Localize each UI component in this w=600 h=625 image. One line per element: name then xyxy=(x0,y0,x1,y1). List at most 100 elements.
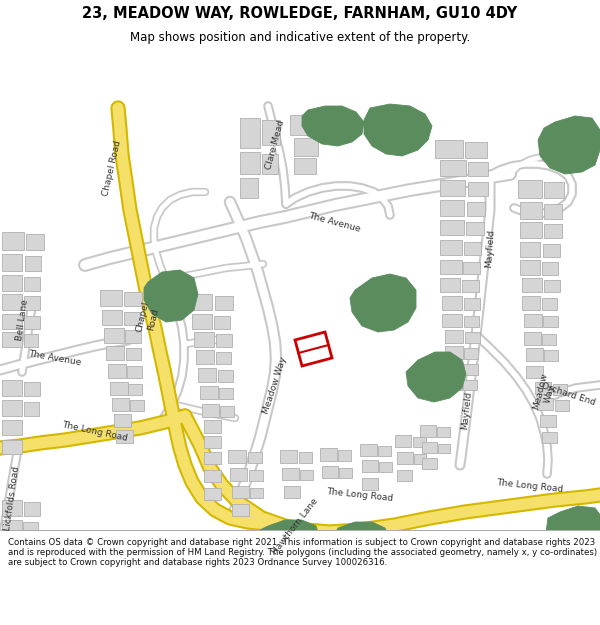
Polygon shape xyxy=(2,254,22,271)
Polygon shape xyxy=(465,332,480,343)
Polygon shape xyxy=(100,290,122,306)
Polygon shape xyxy=(228,450,246,463)
Polygon shape xyxy=(350,274,416,332)
Polygon shape xyxy=(130,400,144,411)
Polygon shape xyxy=(464,242,481,255)
Polygon shape xyxy=(320,448,337,461)
Polygon shape xyxy=(25,256,41,271)
Polygon shape xyxy=(524,332,541,345)
Polygon shape xyxy=(538,116,600,174)
Polygon shape xyxy=(406,352,466,402)
Polygon shape xyxy=(240,118,260,148)
Polygon shape xyxy=(2,400,22,416)
Text: Contains OS data © Crown copyright and database right 2021. This information is : Contains OS data © Crown copyright and d… xyxy=(8,538,597,568)
Polygon shape xyxy=(284,486,300,498)
Polygon shape xyxy=(464,348,478,359)
Polygon shape xyxy=(537,398,553,410)
Polygon shape xyxy=(522,296,540,310)
Polygon shape xyxy=(295,332,332,366)
Polygon shape xyxy=(445,378,462,390)
Polygon shape xyxy=(216,352,231,364)
Polygon shape xyxy=(300,470,313,480)
Polygon shape xyxy=(2,540,20,554)
Polygon shape xyxy=(124,292,142,306)
Polygon shape xyxy=(232,486,249,498)
Polygon shape xyxy=(442,314,462,327)
Polygon shape xyxy=(2,275,22,291)
Polygon shape xyxy=(413,437,426,447)
Polygon shape xyxy=(2,294,22,310)
Polygon shape xyxy=(125,330,141,343)
Polygon shape xyxy=(395,435,411,447)
Text: Mayfield: Mayfield xyxy=(461,391,473,429)
Polygon shape xyxy=(198,368,216,382)
Polygon shape xyxy=(378,446,391,456)
Polygon shape xyxy=(2,420,22,435)
Polygon shape xyxy=(114,414,131,427)
Text: Orchard End: Orchard End xyxy=(540,381,596,407)
Polygon shape xyxy=(420,425,436,437)
Polygon shape xyxy=(535,382,551,394)
Polygon shape xyxy=(249,470,263,481)
Polygon shape xyxy=(339,468,352,478)
Polygon shape xyxy=(2,332,22,347)
Text: The Long Road: The Long Road xyxy=(326,487,394,503)
Polygon shape xyxy=(294,158,316,174)
Polygon shape xyxy=(440,160,466,176)
Polygon shape xyxy=(24,502,40,516)
Polygon shape xyxy=(2,520,22,535)
Polygon shape xyxy=(338,450,351,461)
Polygon shape xyxy=(463,262,480,274)
Text: Clare Mead: Clare Mead xyxy=(264,119,286,171)
Polygon shape xyxy=(543,244,560,257)
Text: Meadow
Way: Meadow Way xyxy=(531,371,559,413)
Polygon shape xyxy=(360,444,377,456)
Polygon shape xyxy=(192,314,212,329)
Polygon shape xyxy=(553,384,567,395)
Polygon shape xyxy=(414,454,426,464)
Polygon shape xyxy=(440,200,464,216)
Polygon shape xyxy=(397,470,412,481)
Polygon shape xyxy=(299,452,312,463)
Polygon shape xyxy=(555,400,569,411)
Polygon shape xyxy=(23,542,37,554)
Text: Chapel Road: Chapel Road xyxy=(101,139,123,197)
Polygon shape xyxy=(330,522,390,560)
Polygon shape xyxy=(215,296,233,310)
Polygon shape xyxy=(322,466,338,478)
Text: The Avenue: The Avenue xyxy=(28,349,82,367)
Polygon shape xyxy=(260,520,320,556)
Polygon shape xyxy=(463,380,477,390)
Polygon shape xyxy=(240,178,258,198)
Polygon shape xyxy=(240,152,260,174)
Polygon shape xyxy=(220,406,234,417)
Polygon shape xyxy=(144,270,198,322)
Polygon shape xyxy=(542,432,557,443)
Polygon shape xyxy=(362,478,378,490)
Polygon shape xyxy=(104,328,124,343)
Polygon shape xyxy=(540,415,556,427)
Polygon shape xyxy=(445,330,463,343)
Polygon shape xyxy=(204,488,221,500)
Polygon shape xyxy=(200,386,218,399)
Polygon shape xyxy=(526,348,543,361)
Polygon shape xyxy=(364,104,432,156)
Polygon shape xyxy=(204,420,221,433)
Polygon shape xyxy=(422,458,437,469)
Polygon shape xyxy=(542,298,557,310)
Polygon shape xyxy=(250,488,263,498)
Polygon shape xyxy=(262,154,278,174)
Polygon shape xyxy=(2,500,22,516)
Polygon shape xyxy=(435,140,463,158)
Polygon shape xyxy=(518,180,542,198)
Polygon shape xyxy=(520,222,542,238)
Text: Bell Lane: Bell Lane xyxy=(14,299,29,341)
Polygon shape xyxy=(440,240,462,255)
Text: The Avenue: The Avenue xyxy=(308,211,362,233)
Polygon shape xyxy=(520,242,540,257)
Polygon shape xyxy=(466,222,484,235)
Text: Chapel
Road: Chapel Road xyxy=(135,301,161,336)
Polygon shape xyxy=(24,296,40,310)
Polygon shape xyxy=(462,280,479,292)
Polygon shape xyxy=(106,346,124,360)
